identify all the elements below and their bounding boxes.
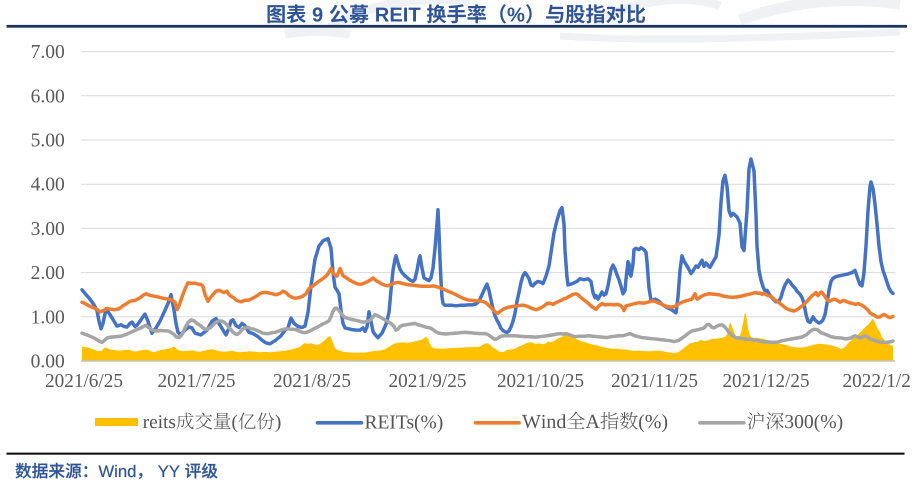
svg-text:1.00: 1.00 — [31, 307, 65, 328]
svg-text:2021/8/25: 2021/8/25 — [273, 371, 351, 392]
svg-text:6.00: 6.00 — [31, 86, 65, 107]
svg-text:2021/10/25: 2021/10/25 — [497, 371, 584, 392]
svg-text:3.00: 3.00 — [31, 219, 65, 240]
svg-text:2022/1/25: 2022/1/25 — [843, 371, 912, 392]
svg-text:7.00: 7.00 — [31, 42, 65, 63]
svg-text:0.00: 0.00 — [31, 352, 65, 373]
svg-text:2021/12/25: 2021/12/25 — [723, 371, 810, 392]
svg-text:2021/6/25: 2021/6/25 — [45, 371, 123, 392]
svg-text:5.00: 5.00 — [31, 131, 65, 152]
svg-text:2.00: 2.00 — [31, 263, 65, 284]
svg-text:4.00: 4.00 — [31, 175, 65, 196]
svg-text:2021/9/25: 2021/9/25 — [389, 371, 467, 392]
svg-text:REITs(%): REITs(%) — [365, 412, 444, 433]
svg-text:2021/7/25: 2021/7/25 — [158, 371, 236, 392]
svg-text:2021/11/25: 2021/11/25 — [611, 371, 698, 392]
